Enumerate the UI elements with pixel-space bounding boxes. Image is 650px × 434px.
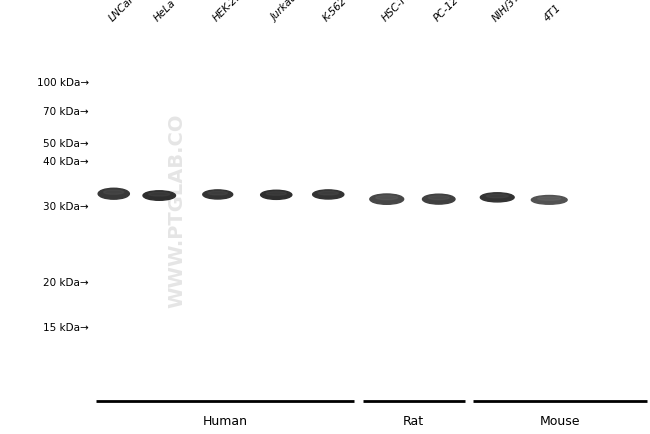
- Ellipse shape: [143, 191, 176, 201]
- Ellipse shape: [208, 192, 227, 195]
- Ellipse shape: [98, 189, 129, 200]
- Ellipse shape: [532, 196, 567, 205]
- Text: HeLa: HeLa: [152, 0, 178, 23]
- Text: 20 kDa→: 20 kDa→: [43, 278, 88, 287]
- Text: LNCaP: LNCaP: [107, 0, 137, 23]
- Ellipse shape: [313, 191, 344, 200]
- Text: Mouse: Mouse: [540, 414, 580, 427]
- Text: 50 kDa→: 50 kDa→: [43, 139, 88, 149]
- Text: Human: Human: [203, 414, 248, 427]
- Ellipse shape: [422, 195, 455, 205]
- Text: Jurkat: Jurkat: [269, 0, 298, 23]
- Ellipse shape: [428, 196, 449, 200]
- Text: NIH/3T3: NIH/3T3: [490, 0, 526, 23]
- Ellipse shape: [318, 192, 339, 195]
- Text: HEK-293T: HEK-293T: [211, 0, 253, 23]
- Ellipse shape: [538, 197, 561, 201]
- Ellipse shape: [376, 196, 398, 200]
- Text: PC-12: PC-12: [432, 0, 460, 23]
- Ellipse shape: [203, 191, 233, 200]
- Ellipse shape: [103, 191, 124, 195]
- Text: 70 kDa→: 70 kDa→: [43, 106, 88, 116]
- Ellipse shape: [486, 195, 508, 198]
- Ellipse shape: [480, 193, 514, 202]
- Ellipse shape: [261, 191, 292, 200]
- Text: HSC-T6: HSC-T6: [380, 0, 413, 23]
- Text: Rat: Rat: [403, 414, 424, 427]
- Text: 40 kDa→: 40 kDa→: [43, 157, 88, 167]
- Ellipse shape: [370, 194, 404, 205]
- Text: 4T1: 4T1: [542, 2, 563, 23]
- Text: K-562: K-562: [321, 0, 349, 23]
- Text: 100 kDa→: 100 kDa→: [36, 78, 88, 88]
- Text: 15 kDa→: 15 kDa→: [43, 322, 88, 332]
- Text: WWW.PTGLAB.CO: WWW.PTGLAB.CO: [168, 113, 187, 308]
- Ellipse shape: [266, 192, 287, 196]
- Ellipse shape: [149, 193, 170, 197]
- Text: 30 kDa→: 30 kDa→: [43, 202, 88, 212]
